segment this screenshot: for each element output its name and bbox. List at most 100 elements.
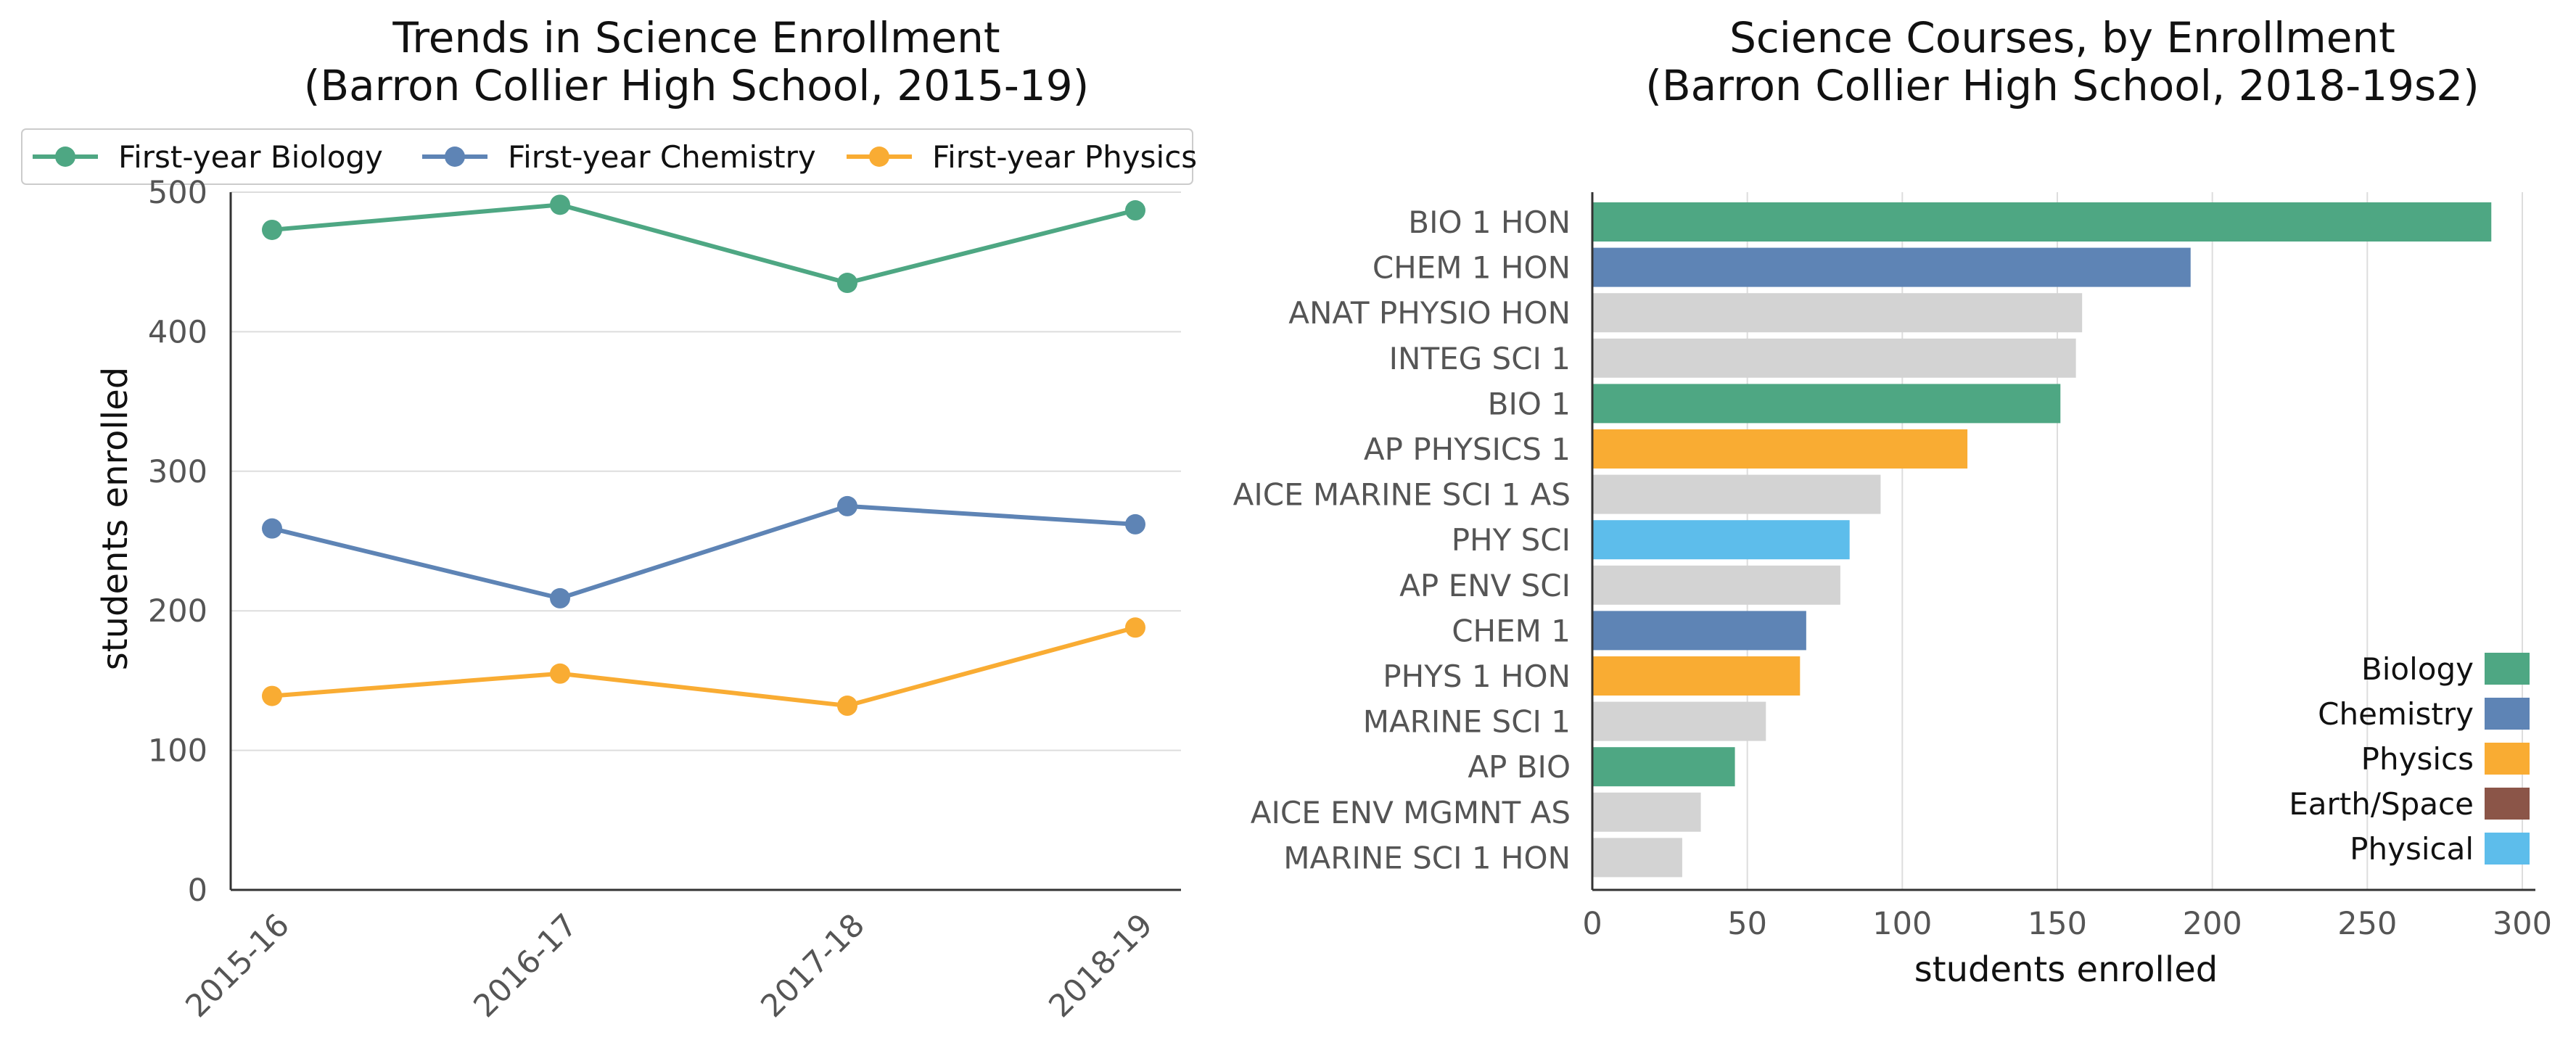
line-y-tick-label: 300 [148,454,207,490]
bar-category-label: AICE ENV MGMNT AS [1251,795,1571,830]
legend-color-swatch [2485,833,2530,865]
bar-category-label: INTEG SCI 1 [1389,341,1571,376]
line-chart: Trends in Science Enrollment (Barron Col… [21,13,1197,1025]
line-x-tick-2015-16: 2015-16 [179,907,297,1025]
line-x-tick-label: 2016-17 [467,907,585,1025]
legend-marker [869,147,889,167]
series-line-first-year-chemistry [271,503,1136,601]
bar-category-label: MARINE SCI 1 HON [1283,840,1571,875]
bar-chart-title-line-2: (Barron Collier High School, 2018-19s2) [1645,61,2480,110]
bar-category-label: PHY SCI [1452,522,1571,558]
series-first-year-chemistry [262,495,1145,608]
data-point-first-year-chemistry-2017-18 [837,495,857,516]
data-point-first-year-chemistry-2016-17 [550,587,570,608]
data-point-first-year-physics-2017-18 [837,696,857,717]
line-chart-y-axis-label: students enrolled [95,367,136,670]
legend-color-swatch [2485,698,2530,730]
bar-x-tick-label: 150 [2028,906,2087,942]
series-line-first-year-biology [271,202,1136,286]
bar-phys-1-hon [1592,656,1801,696]
bar-x-tick-label: 200 [2183,906,2242,942]
line-x-tick-label: 2018-19 [1042,907,1160,1025]
legend-color-swatch [2485,653,2530,685]
line-y-tick-label: 100 [148,733,207,770]
legend-item-first-year-physics: First-year Physics [847,139,1197,175]
legend-label: Earth/Space [2289,786,2474,822]
legend-label: Chemistry [2318,696,2474,732]
legend-label: Physical [2350,831,2474,867]
series-line-first-year-physics [271,625,1136,709]
data-point-first-year-chemistry-2018-19 [1125,513,1145,535]
bar-x-tick-label: 250 [2337,906,2397,942]
line-chart-legend: First-year Biology First-year Chemistry Fi… [21,128,1197,185]
bar-category-label: BIO 1 HON [1408,205,1571,240]
line-x-tick-label: 2015-16 [179,907,297,1025]
legend-item-physics: Physics [2361,741,2530,777]
bar-chem-1 [1592,611,1806,651]
legend-item-physical: Physical [2350,831,2530,867]
bar-chart: Science Courses, by Enrollment (Barron C… [1233,13,2552,990]
bar-ap-env-sci [1592,565,1840,605]
legend-item-first-year-biology: First-year Biology [33,139,383,175]
line-x-tick-2017-18: 2017-18 [754,907,872,1025]
legend-label: First-year Chemistry [508,139,816,175]
bar-category-label: AP PHYSICS 1 [1364,432,1571,467]
line-chart-title-line-2: (Barron Collier High School, 2015-19) [304,61,1089,110]
legend-marker [445,147,465,167]
data-point-first-year-physics-2015-16 [262,685,282,706]
bar-x-tick-label: 50 [1727,906,1767,942]
legend-label: First-year Physics [932,139,1197,175]
bar-chart-x-axis-label: students enrolled [1914,949,2218,990]
bar-category-label: ANAT PHYSIO HON [1288,295,1571,331]
legend-marker [55,147,75,167]
line-x-tick-label: 2017-18 [754,907,872,1025]
bar-category-label: CHEM 1 [1452,613,1571,648]
bar-category-label: AP ENV SCI [1399,568,1571,603]
data-point-first-year-chemistry-2015-16 [262,518,282,539]
bar-category-label: AICE MARINE SCI 1 AS [1233,477,1571,513]
data-point-first-year-biology-2017-18 [837,273,857,294]
data-point-first-year-biology-2018-19 [1125,200,1145,221]
legend-item-first-year-chemistry: First-year Chemistry [422,139,816,175]
line-y-tick-label: 400 [148,314,207,350]
line-y-tick-label: 200 [148,593,207,630]
line-x-tick-2016-17: 2016-17 [467,907,585,1025]
bar-phy-sci [1592,520,1850,560]
series-first-year-biology [262,194,1145,294]
legend-color-swatch [2485,788,2530,820]
data-point-first-year-biology-2016-17 [550,194,570,215]
bar-aice-marine-sci-1-as [1592,474,1881,514]
line-x-tick-2018-19: 2018-19 [1042,907,1160,1025]
legend-label: Physics [2361,741,2474,777]
data-point-first-year-physics-2016-17 [550,663,570,684]
bar-integ-sci-1 [1592,338,2076,378]
legend-item-earth-space: Earth/Space [2289,786,2530,822]
data-point-first-year-physics-2018-19 [1125,617,1145,638]
bar-category-label: AP BIO [1468,749,1571,785]
bar-aice-env-mgmnt-as [1592,792,1701,832]
bar-bio-1-hon [1592,202,2492,242]
line-legend-frame [21,128,1193,185]
bar-x-tick-label: 0 [1582,906,1602,942]
series-first-year-physics [262,617,1145,717]
line-y-tick-label: 0 [188,872,207,909]
bar-category-label: BIO 1 [1488,386,1571,421]
bar-marine-sci-1-hon [1592,838,1682,878]
data-point-first-year-biology-2015-16 [262,219,282,240]
bar-category-label: CHEM 1 HON [1373,250,1571,286]
legend-item-biology: Biology [2361,651,2530,687]
bar-anat-physio-hon [1592,293,2083,333]
bar-x-tick-label: 300 [2493,906,2552,942]
bar-ap-bio [1592,747,1735,787]
bar-x-tick-label: 100 [1872,906,1932,942]
legend-label: Biology [2361,651,2474,687]
legend-label: First-year Biology [118,139,383,175]
bar-chart-title-line-1: Science Courses, by Enrollment [1729,13,2395,62]
line-chart-title-line-1: Trends in Science Enrollment [392,13,1000,62]
bar-category-label: MARINE SCI 1 [1363,704,1571,740]
bar-ap-physics-1 [1592,429,1968,469]
legend-item-chemistry: Chemistry [2318,696,2530,732]
line-y-tick-label: 500 [148,175,207,211]
bar-chart-legend: Biology Chemistry Physics Earth/Space Physic… [2289,651,2530,867]
